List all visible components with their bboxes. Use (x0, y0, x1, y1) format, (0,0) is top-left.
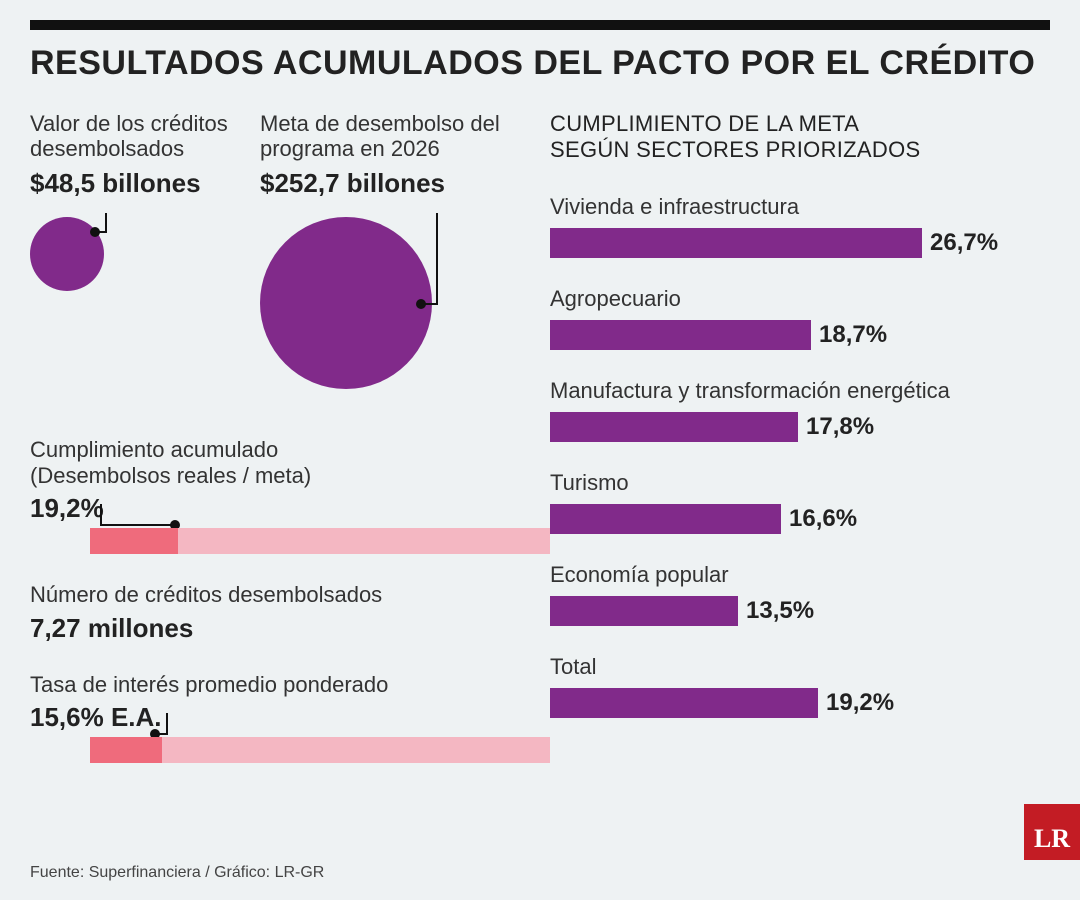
compliance-label1: Cumplimiento acumulado (30, 437, 500, 463)
sector-label: Turismo (550, 470, 1050, 496)
metric-goal-label: Meta de desembolso del programa en 2026 (260, 111, 510, 162)
sector-value: 18,7% (819, 321, 887, 349)
sector-row: Total 19,2% (550, 654, 1050, 718)
sector-bar-row: 26,7% (550, 228, 1050, 258)
count-value: 7,27 millones (30, 613, 500, 644)
rate-bar (90, 737, 550, 763)
content: Valor de los créditos desembolsados $48,… (30, 111, 1050, 763)
sector-label: Manufactura y transformación energética (550, 378, 1050, 404)
sector-label: Economía popular (550, 562, 1050, 588)
sector-bar-row: 16,6% (550, 504, 1050, 534)
metric-disbursed-label: Valor de los créditos desembolsados (30, 111, 230, 162)
sector-bar (550, 412, 798, 442)
circle-goal-wrap (260, 217, 510, 397)
sector-value: 19,2% (826, 689, 894, 717)
footer-source: Fuente: Superfinanciera / Gráfico: LR-GR (30, 864, 324, 882)
lr-badge: LR (1024, 804, 1080, 860)
circle-goal (260, 217, 432, 389)
sector-value: 13,5% (746, 597, 814, 625)
circles-row: Valor de los créditos desembolsados $48,… (30, 111, 510, 397)
callout-line (436, 213, 438, 303)
callout-line (100, 504, 102, 524)
callout-dot (90, 227, 100, 237)
metric-disbursed-value: $48,5 billones (30, 168, 230, 199)
sector-bar-row: 17,8% (550, 412, 1050, 442)
left-column: Valor de los créditos desembolsados $48,… (30, 111, 510, 763)
sector-row: Economía popular 13,5% (550, 562, 1050, 626)
sector-bar-row: 13,5% (550, 596, 1050, 626)
sector-value: 17,8% (806, 413, 874, 441)
page-title: RESULTADOS ACUMULADOS DEL PACTO POR EL C… (30, 44, 1050, 83)
sectors-title-l2: SEGÚN SECTORES PRIORIZADOS (550, 137, 920, 162)
sectors-title-l1: CUMPLIMIENTO DE LA META (550, 111, 859, 136)
compliance-bar-fill (90, 528, 178, 554)
count-label: Número de créditos desembolsados (30, 582, 500, 608)
sector-bar (550, 228, 922, 258)
compliance-block: Cumplimiento acumulado (Desembolsos real… (30, 437, 500, 555)
right-column: CUMPLIMIENTO DE LA META SEGÚN SECTORES P… (550, 111, 1050, 763)
callout-line (105, 213, 107, 231)
sector-bar-row: 19,2% (550, 688, 1050, 718)
callout-line (100, 524, 174, 526)
compliance-label2: (Desembolsos reales / meta) (30, 463, 500, 489)
sector-bar (550, 596, 738, 626)
sector-value: 16,6% (789, 505, 857, 533)
sector-bar (550, 688, 818, 718)
rate-bar-fill (90, 737, 162, 763)
count-block: Número de créditos desembolsados 7,27 mi… (30, 582, 500, 643)
sector-bar (550, 320, 811, 350)
rate-block: Tasa de interés promedio ponderado 15,6%… (30, 672, 500, 763)
metric-disbursed: Valor de los créditos desembolsados $48,… (30, 111, 230, 397)
sector-label: Total (550, 654, 1050, 680)
metric-goal: Meta de desembolso del programa en 2026 … (260, 111, 510, 397)
metric-goal-value: $252,7 billones (260, 168, 510, 199)
rate-value: 15,6% E.A. (30, 702, 500, 733)
sector-label: Vivienda e infraestructura (550, 194, 1050, 220)
sector-row: Manufactura y transformación energética 1… (550, 378, 1050, 442)
sectors-list: Vivienda e infraestructura 26,7% Agropecua… (550, 194, 1050, 718)
sectors-title: CUMPLIMIENTO DE LA META SEGÚN SECTORES P… (550, 111, 1050, 164)
sector-value: 26,7% (930, 229, 998, 257)
sector-row: Agropecuario 18,7% (550, 286, 1050, 350)
callout-line (424, 303, 438, 305)
sector-bar (550, 504, 781, 534)
compliance-bar (90, 528, 550, 554)
top-rule (30, 20, 1050, 30)
sector-label: Agropecuario (550, 286, 1050, 312)
rate-label: Tasa de interés promedio ponderado (30, 672, 500, 698)
circle-disbursed-wrap (30, 217, 230, 397)
sector-row: Turismo 16,6% (550, 470, 1050, 534)
callout-dot (416, 299, 426, 309)
sector-bar-row: 18,7% (550, 320, 1050, 350)
callout-line (166, 713, 168, 733)
sector-row: Vivienda e infraestructura 26,7% (550, 194, 1050, 258)
